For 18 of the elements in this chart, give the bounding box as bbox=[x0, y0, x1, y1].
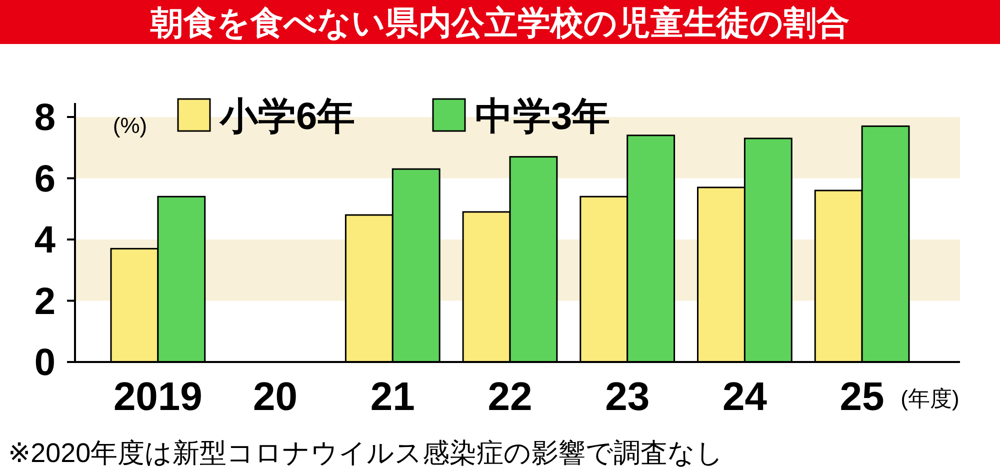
y-tick-label: 6 bbox=[34, 158, 56, 200]
x-tick-label: 24 bbox=[722, 375, 768, 419]
x-tick-label: 20 bbox=[253, 375, 298, 419]
legend-label: 中学3年 bbox=[475, 96, 610, 138]
chart-title: 朝食を食べない県内公立学校の児童生徒の割合 bbox=[150, 4, 850, 41]
x-tick-label: 21 bbox=[370, 375, 415, 419]
x-tick-label: 23 bbox=[605, 375, 650, 419]
x-axis-title: (年度) bbox=[900, 386, 960, 411]
text: ※2020年度は新型コロナウイルス感染症の影響で調査なし bbox=[8, 438, 724, 468]
y-axis-title: (%) bbox=[112, 113, 148, 138]
legend-label: 小学6年 bbox=[219, 96, 356, 138]
x-tick-label: 25 bbox=[840, 375, 884, 419]
y-tick-label: 4 bbox=[34, 220, 56, 262]
y-tick-label: 8 bbox=[34, 97, 56, 139]
x-tick-label: 22 bbox=[488, 375, 532, 419]
x-tick-label: 2019 bbox=[113, 375, 202, 419]
y-tick-label: 2 bbox=[34, 280, 56, 323]
y-tick-label: 0 bbox=[34, 342, 56, 384]
